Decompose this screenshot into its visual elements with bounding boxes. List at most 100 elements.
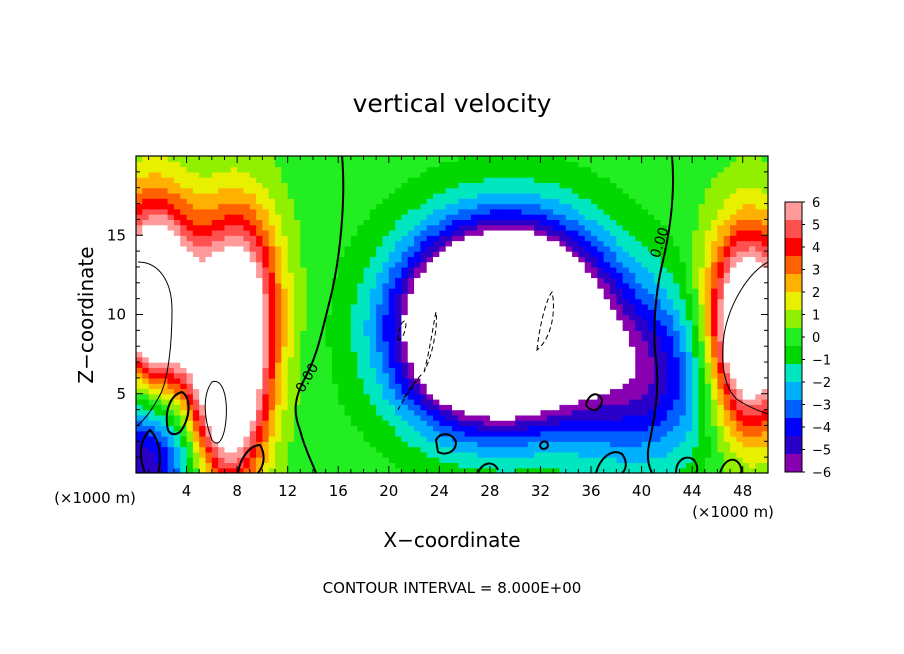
field-cell xyxy=(167,372,175,379)
field-cell xyxy=(635,166,643,173)
field-cell xyxy=(584,251,592,257)
field-cell xyxy=(534,277,542,284)
field-cell xyxy=(363,399,371,405)
field-cell xyxy=(483,409,491,416)
field-cell xyxy=(584,303,592,310)
field-cell xyxy=(603,251,611,257)
field-cell xyxy=(559,187,567,194)
field-cell xyxy=(294,161,301,168)
field-cell xyxy=(294,467,301,473)
field-cell xyxy=(616,214,624,220)
field-cell xyxy=(616,288,624,294)
field-cell xyxy=(319,171,327,178)
field-cell xyxy=(218,198,226,205)
field-cell xyxy=(565,309,573,316)
field-cell xyxy=(199,451,207,458)
field-cell xyxy=(218,156,226,162)
field-cell xyxy=(344,288,352,294)
field-cell xyxy=(401,388,409,395)
field-cell xyxy=(635,319,643,326)
field-cell xyxy=(610,457,617,464)
field-cell xyxy=(300,314,308,321)
field-cell xyxy=(154,298,162,305)
field-cell xyxy=(148,446,156,453)
field-cell xyxy=(578,330,586,337)
field-cell xyxy=(312,425,320,432)
field-cell xyxy=(281,436,289,442)
field-cell xyxy=(136,272,143,279)
field-cell xyxy=(591,261,598,268)
field-cell xyxy=(439,272,447,279)
field-cell xyxy=(401,288,409,294)
field-cell xyxy=(319,156,327,162)
field-cell xyxy=(401,208,409,215)
field-cell xyxy=(572,214,579,220)
field-cell xyxy=(458,182,466,189)
field-cell xyxy=(256,314,263,321)
field-cell xyxy=(344,182,352,189)
field-cell xyxy=(610,203,617,210)
field-cell xyxy=(294,383,301,390)
field-cell xyxy=(426,187,434,194)
field-cell xyxy=(546,425,554,432)
field-cell xyxy=(654,177,662,184)
field-cell xyxy=(433,214,440,220)
field-cell xyxy=(230,393,238,400)
field-cell xyxy=(211,229,219,236)
field-cell xyxy=(161,187,169,194)
field-cell xyxy=(154,182,162,189)
field-cell xyxy=(224,462,232,469)
field-cell xyxy=(445,362,453,368)
field-cell xyxy=(527,166,535,173)
field-cell xyxy=(508,319,516,326)
field-cell xyxy=(300,282,308,289)
field-cell xyxy=(281,277,289,284)
field-cell xyxy=(256,171,263,178)
field-cell xyxy=(161,298,169,305)
field-cell xyxy=(344,441,352,448)
field-cell xyxy=(154,203,162,210)
field-cell xyxy=(616,309,624,316)
field-cell xyxy=(230,177,238,184)
field-cell xyxy=(142,256,150,263)
field-cell xyxy=(319,303,327,310)
field-cell xyxy=(331,261,339,268)
field-cell xyxy=(262,277,270,284)
field-cell xyxy=(180,303,188,310)
field-cell xyxy=(205,404,213,411)
field-cell xyxy=(622,256,630,263)
field-cell xyxy=(376,367,384,374)
field-cell xyxy=(224,293,232,300)
field-cell xyxy=(382,171,390,178)
field-cell xyxy=(237,240,245,247)
field-cell xyxy=(186,356,194,363)
field-cell xyxy=(350,156,358,162)
field-cell xyxy=(458,446,466,453)
field-cell xyxy=(243,214,251,220)
field-cell xyxy=(628,235,636,242)
field-cell xyxy=(268,367,276,374)
field-cell xyxy=(186,330,194,337)
field-cell xyxy=(572,367,579,374)
field-cell xyxy=(331,335,339,342)
field-cell xyxy=(565,367,573,374)
field-cell xyxy=(395,314,403,321)
field-cell xyxy=(426,351,434,358)
field-cell xyxy=(319,224,327,231)
field-cell xyxy=(401,156,409,162)
field-cell xyxy=(167,383,175,390)
field-cell xyxy=(521,399,529,405)
field-cell xyxy=(218,235,226,242)
field-cell xyxy=(439,208,447,215)
field-cell xyxy=(294,335,301,342)
field-cell xyxy=(426,356,434,363)
field-cell xyxy=(230,388,238,395)
field-cell xyxy=(553,224,561,231)
field-cell xyxy=(628,166,636,173)
field-cell xyxy=(306,351,314,358)
field-cell xyxy=(546,409,554,416)
field-cell xyxy=(407,319,415,326)
field-cell xyxy=(186,177,194,184)
field-cell xyxy=(483,430,491,437)
field-cell xyxy=(331,288,339,294)
